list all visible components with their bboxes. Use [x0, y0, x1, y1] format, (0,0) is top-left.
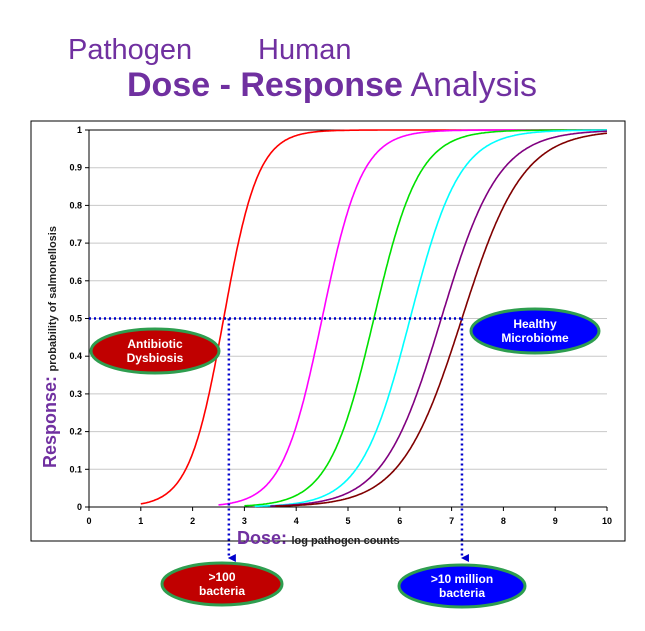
high-dose-oval-text: >10 million — [431, 572, 493, 586]
title-dash: - — [219, 66, 231, 104]
y-tick-label: 0.4 — [69, 351, 82, 361]
x-tick-label: 10 — [602, 516, 612, 526]
y-tick-label: 0.8 — [69, 200, 82, 210]
high-dose-oval-text: bacteria — [439, 586, 485, 600]
title-dose: Dose — [127, 66, 211, 104]
title-analysis: Analysis — [410, 66, 538, 104]
y-tick-label: 0.3 — [69, 389, 82, 399]
y-axis-label: Response: probability of salmonellosis — [40, 226, 61, 468]
y-tick-label: 0.1 — [69, 464, 82, 474]
x-axis-label-big: Dose: — [237, 528, 288, 548]
low-dose-oval-text: bacteria — [199, 584, 245, 598]
y-axis-label-small: probability of salmonellosis — [47, 226, 59, 372]
series-line-5 — [270, 130, 607, 507]
y-tick-label: 0 — [77, 502, 82, 512]
y-axis-label-big: Response: — [40, 375, 60, 468]
x-tick-label: 0 — [86, 516, 91, 526]
series-line-3 — [244, 129, 607, 507]
x-tick-label: 7 — [449, 516, 454, 526]
title-line-2: Dose - Response Analysis — [127, 66, 537, 105]
healthy-microbiome-oval — [469, 307, 601, 355]
x-tick-label: 3 — [242, 516, 247, 526]
x-tick-label: 5 — [345, 516, 350, 526]
y-tick-label: 0.5 — [69, 314, 82, 324]
x-axis-label: Dose: log pathogen counts — [237, 528, 400, 549]
y-tick-label: 0.7 — [69, 238, 82, 248]
title-human: Human — [258, 34, 352, 66]
low-dose-oval — [160, 561, 284, 607]
y-tick-label: 1 — [77, 125, 82, 135]
high-dose-oval — [397, 563, 527, 609]
y-tick-label: 0.9 — [69, 163, 82, 173]
antibiotic-dysbiosis-oval-text: Dysbiosis — [127, 351, 184, 365]
title-line-1: Pathogen Human — [0, 34, 645, 74]
antibiotic-dysbiosis-oval-text: Antibiotic — [127, 337, 183, 351]
series-line-6 — [275, 132, 608, 507]
x-axis-label-small: log pathogen counts — [291, 535, 400, 547]
x-tick-label: 4 — [294, 516, 299, 526]
low-dose-oval-text: >100 — [208, 570, 235, 584]
series-line-4 — [254, 129, 607, 508]
y-tick-label: 0.2 — [69, 427, 82, 437]
y-tick-label: 0.6 — [69, 276, 82, 286]
healthy-microbiome-oval-text: Healthy — [513, 317, 557, 331]
title-response: Response — [240, 66, 403, 104]
x-tick-label: 8 — [501, 516, 506, 526]
x-tick-label: 2 — [190, 516, 195, 526]
antibiotic-dysbiosis-oval — [89, 327, 221, 375]
title-pathogen: Pathogen — [68, 34, 193, 66]
x-tick-label: 9 — [553, 516, 558, 526]
x-tick-label: 6 — [397, 516, 402, 526]
healthy-microbiome-oval-text: Microbiome — [501, 331, 569, 345]
x-tick-label: 1 — [138, 516, 143, 526]
